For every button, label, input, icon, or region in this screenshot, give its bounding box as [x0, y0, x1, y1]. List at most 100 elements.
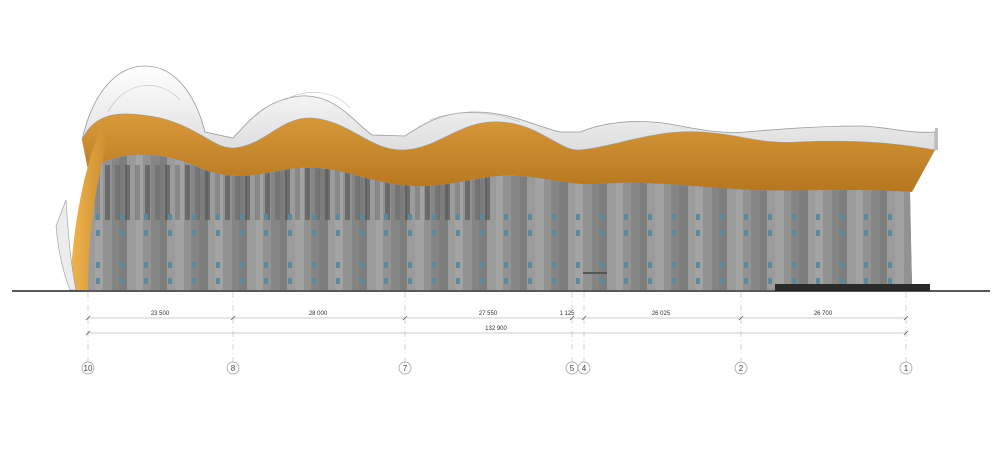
facade-panel	[247, 154, 256, 290]
facade-panel	[535, 154, 544, 290]
window	[648, 230, 652, 236]
window	[816, 278, 820, 284]
axis-marker-10: 10	[81, 361, 95, 375]
window	[792, 262, 796, 268]
window	[384, 262, 388, 268]
window	[312, 214, 316, 220]
facade-panel	[223, 154, 232, 290]
plinth-dark	[775, 284, 930, 291]
window	[480, 214, 484, 220]
facade-panel	[799, 154, 808, 290]
window	[264, 214, 268, 220]
window	[144, 262, 148, 268]
window	[648, 278, 652, 284]
window	[768, 230, 772, 236]
axis-marker-1: 1	[899, 361, 913, 375]
facade-panel	[95, 154, 103, 290]
facade-panel	[599, 154, 607, 290]
window	[600, 278, 604, 284]
facade-panel	[695, 154, 703, 290]
window	[552, 262, 556, 268]
facade-panel	[503, 154, 511, 290]
louvre-band	[475, 165, 480, 220]
window	[264, 262, 268, 268]
facade-panel	[119, 154, 127, 290]
window	[432, 278, 436, 284]
facade-panel	[743, 154, 751, 290]
window	[456, 230, 460, 236]
facade-panel	[304, 154, 311, 290]
axis-marker-7: 7	[398, 361, 412, 375]
facade-panel	[592, 154, 599, 290]
facade-panel	[679, 154, 688, 290]
louvre-band	[95, 165, 100, 220]
svg-text:2: 2	[739, 364, 744, 373]
facade-panel	[232, 154, 239, 290]
louvre-band	[175, 165, 180, 220]
facade-panel	[208, 154, 215, 290]
facade-panel	[664, 154, 671, 290]
facade-panel	[823, 154, 832, 290]
window	[336, 230, 340, 236]
facade-panel	[607, 154, 616, 290]
facade-panel	[328, 154, 335, 290]
window	[600, 230, 604, 236]
right-roof-edge	[935, 128, 938, 150]
window	[672, 230, 676, 236]
facade-panel	[184, 154, 191, 290]
louvre-band	[485, 165, 490, 220]
svg-text:5: 5	[570, 364, 575, 373]
window	[408, 262, 412, 268]
window	[672, 214, 676, 220]
roof-wave	[81, 65, 936, 151]
louvre-band	[185, 165, 190, 220]
louvre-band	[115, 165, 120, 220]
facade-panel	[343, 154, 352, 290]
window	[720, 262, 724, 268]
dim-total: 132 900	[485, 326, 507, 332]
window	[216, 278, 220, 284]
fascia-band	[82, 113, 935, 192]
window	[504, 278, 508, 284]
window	[576, 262, 580, 268]
window	[456, 278, 460, 284]
louvre-band	[435, 165, 440, 220]
facade-panel	[719, 154, 727, 290]
window	[720, 214, 724, 220]
facade-panel	[751, 154, 760, 290]
louvre-band	[335, 165, 340, 220]
facade-panel	[151, 154, 160, 290]
window	[864, 278, 868, 284]
louvre-band	[405, 165, 410, 220]
facade-panel	[647, 154, 655, 290]
window	[552, 230, 556, 236]
window	[888, 230, 892, 236]
dim-23500: 23 500	[151, 311, 170, 317]
facade-panel	[287, 154, 295, 290]
window	[744, 278, 748, 284]
roof-ridge-line	[107, 85, 521, 123]
louvre-band	[225, 165, 230, 220]
louvre-band	[315, 165, 320, 220]
facade-panel	[415, 154, 424, 290]
window	[240, 278, 244, 284]
louvre-band	[365, 165, 370, 220]
facade-panel	[808, 154, 815, 290]
louvre-band	[345, 165, 350, 220]
facade-panel	[775, 154, 784, 290]
window	[288, 230, 292, 236]
window	[504, 230, 508, 236]
window	[312, 230, 316, 236]
facade-panel	[431, 154, 439, 290]
facade-panel	[839, 154, 847, 290]
window	[672, 278, 676, 284]
facade-panel	[487, 154, 496, 290]
window	[336, 262, 340, 268]
louvre-band	[305, 165, 310, 220]
window	[792, 278, 796, 284]
window	[792, 214, 796, 220]
window	[576, 214, 580, 220]
louvre-band	[145, 165, 150, 220]
axis-marker-4: 4	[577, 361, 591, 375]
window	[888, 262, 892, 268]
